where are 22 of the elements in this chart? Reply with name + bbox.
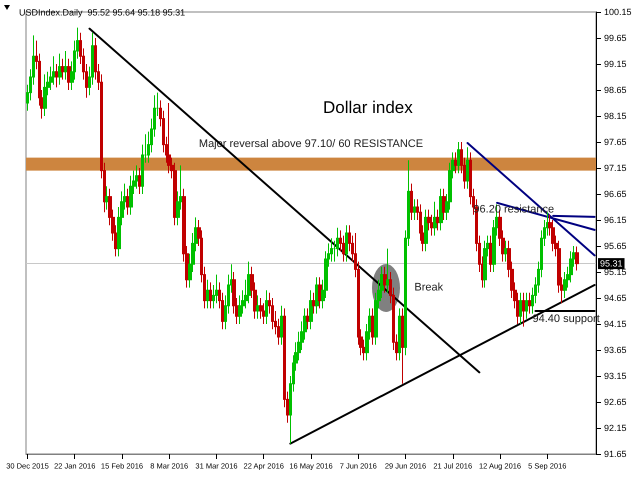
- chart-subtitle: USDIndex.Daily 95.52 95.64 95.18 95.31: [19, 8, 186, 18]
- y-tick-label: 92.15: [604, 423, 627, 433]
- y-tick-label: 97.65: [604, 137, 627, 147]
- y-tick-label: 98.65: [604, 85, 627, 95]
- y-tick-label: 93.15: [604, 371, 627, 381]
- y-tick-label: 98.15: [604, 111, 627, 121]
- ref-line-label: 95.31: [600, 258, 623, 269]
- y-tick-label: 94.15: [604, 319, 627, 329]
- y-tick-label: 95.15: [604, 267, 627, 277]
- y-tick-label: 91.65: [604, 449, 627, 459]
- y-tick-label: 95.65: [604, 241, 627, 251]
- y-tick-label: 92.65: [604, 397, 627, 407]
- y-tick-label: 96.65: [604, 189, 627, 199]
- y-tick-label: 99.15: [604, 59, 627, 69]
- y-tick-label: 96.15: [604, 215, 627, 225]
- y-tick-label: 97.15: [604, 163, 627, 173]
- y-tick-label: 93.65: [604, 345, 627, 355]
- y-tick-label: 94.65: [604, 293, 627, 303]
- y-tick-label: 99.65: [604, 33, 627, 43]
- annotation: Break: [414, 282, 444, 294]
- y-tick-label: 100.15: [604, 7, 632, 17]
- text: Dollar index: [323, 98, 414, 117]
